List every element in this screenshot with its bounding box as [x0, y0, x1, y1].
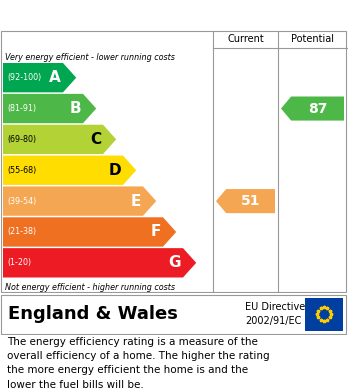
Text: Very energy efficient - lower running costs: Very energy efficient - lower running co…: [5, 54, 175, 63]
Text: (55-68): (55-68): [7, 166, 36, 175]
Bar: [305, 298, 343, 331]
Text: (1-20): (1-20): [7, 258, 31, 267]
Text: EU Directive
2002/91/EC: EU Directive 2002/91/EC: [245, 302, 305, 326]
Text: B: B: [69, 101, 81, 116]
Polygon shape: [3, 63, 76, 92]
Polygon shape: [3, 248, 196, 278]
Text: Current: Current: [227, 34, 264, 44]
Text: 51: 51: [241, 194, 260, 208]
Text: Not energy efficient - higher running costs: Not energy efficient - higher running co…: [5, 283, 175, 292]
Text: (81-91): (81-91): [7, 104, 36, 113]
Text: E: E: [130, 194, 141, 209]
Text: (69-80): (69-80): [7, 135, 36, 144]
Text: Energy Efficiency Rating: Energy Efficiency Rating: [10, 7, 220, 23]
Text: Potential: Potential: [291, 34, 334, 44]
Text: G: G: [168, 255, 181, 270]
Text: (92-100): (92-100): [7, 73, 41, 82]
Text: C: C: [90, 132, 101, 147]
Polygon shape: [281, 97, 344, 120]
Text: England & Wales: England & Wales: [8, 305, 178, 323]
Polygon shape: [3, 156, 136, 185]
Text: D: D: [108, 163, 121, 178]
Polygon shape: [3, 94, 96, 123]
Text: F: F: [151, 224, 161, 239]
Text: (39-54): (39-54): [7, 197, 36, 206]
Polygon shape: [216, 189, 275, 213]
Polygon shape: [3, 125, 116, 154]
Text: 87: 87: [308, 102, 327, 115]
Text: The energy efficiency rating is a measure of the
overall efficiency of a home. T: The energy efficiency rating is a measur…: [7, 337, 270, 390]
Text: (21-38): (21-38): [7, 228, 36, 237]
Polygon shape: [3, 217, 176, 247]
Text: A: A: [49, 70, 61, 85]
Polygon shape: [3, 187, 156, 216]
